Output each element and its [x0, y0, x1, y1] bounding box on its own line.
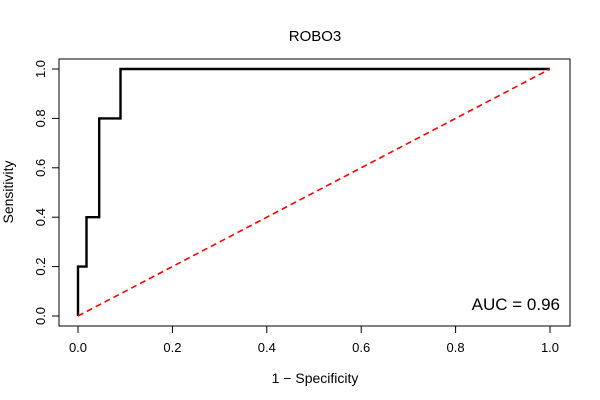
chart-title: ROBO3 [289, 28, 342, 45]
y-tick-label-4: 0.8 [33, 109, 48, 127]
y-axis-title: Sensitivity [0, 160, 16, 223]
reference-diagonal-line [77, 68, 551, 317]
y-tick-label-1: 0.2 [33, 258, 48, 276]
x-tick-label-4: 0.8 [447, 340, 465, 355]
series-layer [76, 67, 551, 317]
x-tick-label-2: 0.4 [258, 340, 276, 355]
x-axis-title: 1 − Specificity [272, 370, 359, 386]
y-tick-label-0: 0.0 [33, 307, 48, 325]
y-tick-label-2: 0.4 [33, 208, 48, 226]
roc-curve-line [76, 67, 550, 316]
x-tick-label-5: 1.0 [541, 340, 559, 355]
x-tick-label-3: 0.6 [352, 340, 370, 355]
x-axis: 0.0 0.2 0.4 0.6 0.8 1.0 [69, 326, 559, 355]
y-tick-label-5: 1.0 [33, 60, 48, 78]
x-tick-label-1: 0.2 [163, 340, 181, 355]
y-tick-label-3: 0.6 [33, 159, 48, 177]
auc-annotation: AUC = 0.96 [472, 295, 560, 314]
plot-frame [58, 58, 571, 327]
x-tick-label-0: 0.0 [69, 340, 87, 355]
y-axis: 0.0 0.2 0.4 0.6 0.8 1.0 [33, 60, 59, 325]
